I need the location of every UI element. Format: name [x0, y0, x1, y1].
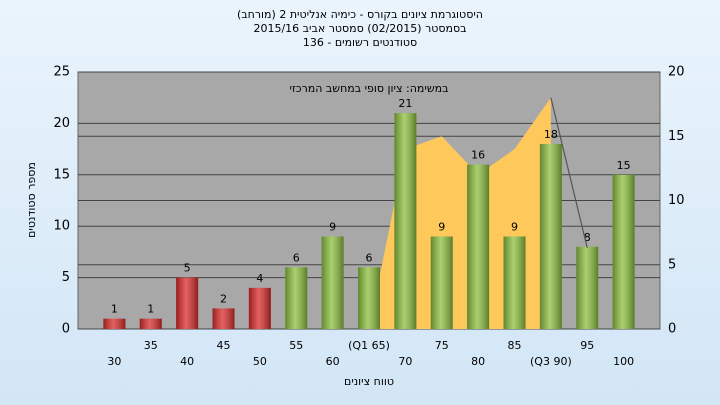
y-tick-label: 25	[53, 65, 70, 80]
x-tick-label: 50	[253, 355, 267, 368]
bar-shade	[285, 267, 308, 329]
bar-shade	[467, 164, 490, 329]
y-tick-label: 10	[53, 219, 70, 234]
data-label: 4	[256, 272, 263, 285]
bar-shade	[321, 236, 344, 329]
line	[550, 97, 588, 249]
y-tick-label: 15	[53, 167, 70, 182]
x-tick-label: (Q3 90)	[530, 355, 572, 368]
data-label: 8	[584, 231, 591, 244]
data-label: 1	[111, 303, 118, 316]
title-line: היסטוגרמת ציונים בקורס - כימיה אנליטית 2…	[237, 8, 483, 21]
x-tick-label: 60	[326, 355, 340, 368]
x-tick-label: 95	[580, 339, 594, 352]
annotation: במשימה: ציון סופי במחשב המרכזי	[289, 82, 448, 95]
x-tick-label: (Q1 65)	[348, 339, 390, 352]
data-label: 6	[293, 251, 300, 264]
x-tick-label: 75	[435, 339, 449, 352]
y2-tick-label: 15	[668, 129, 685, 144]
x-axis-label: טווח ציונים	[344, 375, 394, 388]
y-axis-label: מספר סטודנטים	[25, 162, 38, 238]
title-line: בסמסטר (02/2015) סמסטר אביב 2015/16	[253, 22, 466, 35]
x-tick-label: 30	[107, 355, 121, 368]
data-label: 9	[329, 220, 336, 233]
y-tick-label: 5	[62, 270, 70, 285]
bar-shade	[539, 143, 562, 329]
data-label: 1	[147, 303, 154, 316]
x-tick-label: 55	[289, 339, 303, 352]
data-label: 21	[398, 97, 412, 110]
x-tick-label: 85	[508, 339, 522, 352]
bar-shade	[576, 246, 599, 329]
data-label: 9	[438, 220, 445, 233]
bar-shade	[358, 267, 380, 329]
y2-tick-label: 5	[668, 257, 676, 272]
data-label: 15	[617, 159, 631, 172]
bar-shade	[612, 174, 635, 329]
bar-shade	[139, 318, 162, 329]
x-tick-label: 35	[144, 339, 158, 352]
bar-shade	[103, 318, 126, 329]
bar-shade	[176, 277, 199, 329]
data-label: 5	[184, 262, 191, 275]
x-tick-label: 100	[613, 355, 634, 368]
data-label: 18	[544, 128, 558, 141]
title-line: סטודנטים רשומים - 136	[303, 36, 417, 49]
x-tick-label: 45	[217, 339, 231, 352]
bar-shade	[394, 113, 417, 330]
data-label: 9	[511, 220, 518, 233]
x-tick-label: 70	[398, 355, 412, 368]
x-tick-label: 40	[180, 355, 194, 368]
bar-shade	[430, 236, 453, 329]
y-tick-label: 20	[53, 116, 70, 131]
data-label: 16	[471, 149, 485, 162]
bar-shade	[212, 308, 235, 329]
bar-shade	[503, 236, 526, 329]
y2-tick-label: 0	[668, 322, 676, 337]
bar-shade	[248, 287, 271, 329]
y2-tick-label: 20	[668, 65, 685, 80]
data-label: 2	[220, 292, 227, 305]
y-tick-label: 0	[62, 322, 70, 337]
x-tick-label: 80	[471, 355, 485, 368]
data-label: 6	[366, 251, 373, 264]
y2-tick-label: 10	[668, 193, 685, 208]
